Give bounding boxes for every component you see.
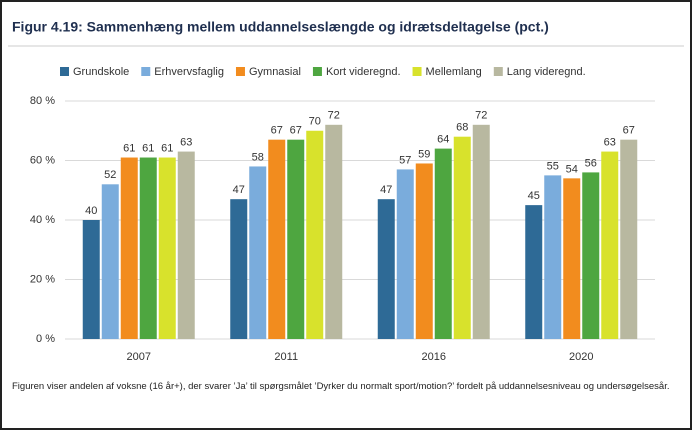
data-label: 72 [328, 110, 340, 122]
x-tick-label: 2020 [569, 351, 593, 363]
bar [287, 139, 305, 339]
data-label: 58 [252, 151, 264, 163]
bar [268, 139, 286, 339]
data-label: 70 [309, 116, 321, 128]
bar [415, 163, 433, 339]
data-label: 61 [123, 142, 135, 154]
data-label: 72 [475, 110, 487, 122]
bar [325, 124, 343, 339]
legend-label: Lang videregnd. [507, 66, 586, 78]
data-label: 64 [437, 134, 449, 146]
bar [306, 130, 324, 339]
y-tick-label: 80 % [30, 95, 55, 107]
bar [249, 166, 267, 339]
data-label: 61 [142, 142, 154, 154]
data-label: 67 [623, 125, 635, 137]
bar [230, 199, 248, 339]
bar [158, 157, 176, 339]
bar [377, 199, 395, 339]
bar [620, 139, 638, 339]
legend-swatch [312, 67, 322, 76]
y-tick-label: 40 % [30, 214, 55, 226]
y-tick-label: 20 % [30, 273, 55, 285]
legend-label: Gymnasial [249, 66, 301, 78]
bar [544, 175, 562, 339]
bar [82, 220, 100, 339]
bar [120, 157, 138, 339]
chart-title: Figur 4.19: Sammenhæng mellem uddannelse… [12, 19, 549, 35]
data-label: 54 [566, 163, 578, 175]
legend-swatch [60, 67, 69, 76]
data-label: 40 [85, 205, 97, 217]
data-label: 61 [161, 142, 173, 154]
data-label: 59 [418, 148, 430, 160]
legend-swatch [141, 67, 151, 76]
legend-swatch [412, 67, 422, 76]
bar [472, 124, 490, 339]
data-label: 47 [233, 184, 245, 196]
data-label: 45 [528, 190, 540, 202]
legend-label: Grundskole [73, 66, 129, 78]
bar [563, 178, 581, 339]
data-label: 55 [547, 160, 559, 172]
data-label: 63 [604, 136, 616, 148]
legend-label: Erhvervsfaglig [154, 66, 224, 78]
bar [525, 205, 543, 339]
legend-label: Mellemlang [426, 66, 482, 78]
y-tick-label: 60 % [30, 154, 55, 166]
x-tick-label: 2011 [274, 351, 298, 363]
bar [139, 157, 157, 339]
data-label: 57 [399, 154, 411, 166]
y-tick-label: 0 % [36, 333, 55, 345]
data-label: 47 [380, 184, 392, 196]
legend-swatch [493, 67, 503, 76]
bar [177, 151, 195, 339]
bar [582, 172, 600, 339]
legend-label: Kort videregnd. [326, 66, 401, 78]
legend-swatch [235, 67, 245, 76]
data-label: 68 [456, 122, 468, 134]
x-tick-label: 2016 [422, 351, 446, 363]
bar [601, 151, 619, 339]
data-label: 52 [104, 169, 116, 181]
bar [434, 148, 452, 339]
x-tick-label: 2007 [127, 351, 151, 363]
bar [101, 184, 119, 339]
data-label: 63 [180, 136, 192, 148]
data-label: 56 [585, 157, 597, 169]
bar [396, 169, 414, 339]
bar [453, 136, 471, 339]
caption: Figuren viser andelen af voksne (16 år+)… [12, 381, 670, 392]
data-label: 67 [290, 125, 302, 137]
data-label: 67 [271, 125, 283, 137]
